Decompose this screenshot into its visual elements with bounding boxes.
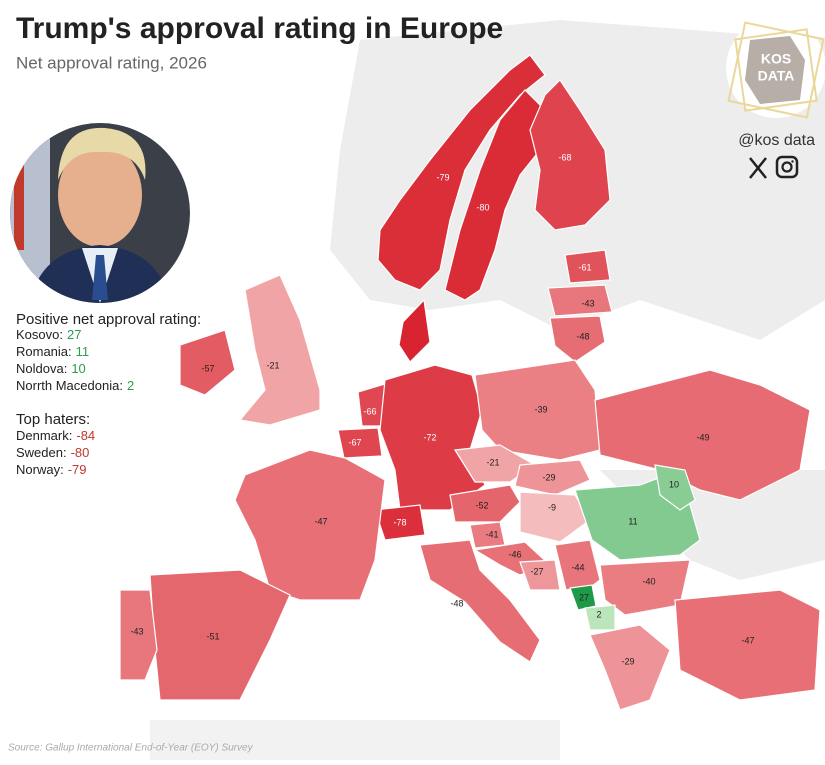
legend-item: Kosovo: 27 <box>16 327 81 342</box>
region-value: -66 <box>363 406 376 416</box>
region <box>674 589 821 701</box>
region-value: -78 <box>393 517 406 527</box>
positive-list: Kosovo: 27 Romania: 11 Noldova: 10 Norrth Mace… <box>16 327 134 393</box>
legend-value: -84 <box>76 428 95 443</box>
legend-item: Romania: 11 <box>16 344 89 359</box>
region-value: -43 <box>130 626 143 636</box>
region-value: -27 <box>530 566 543 576</box>
legend-label: Denmark: <box>16 428 72 443</box>
region-value: -48 <box>450 598 463 608</box>
region-value: 11 <box>628 516 637 526</box>
region <box>449 484 521 523</box>
legend-heading: Positive net approval rating: <box>16 311 201 328</box>
region <box>379 364 486 511</box>
legend-label: Norrth Macedonia: <box>16 378 123 393</box>
map-labels: -79 -80 -68 -61 -43 -48 -57 -21 -66 -67 -72 -39 -49 -… <box>130 152 754 666</box>
region-value: -9 <box>548 502 556 512</box>
region <box>589 624 671 711</box>
region <box>594 369 811 501</box>
region <box>529 79 611 231</box>
region <box>549 315 606 363</box>
region <box>234 449 386 601</box>
region-value: -68 <box>558 152 571 162</box>
region-value: -21 <box>486 457 499 467</box>
portrait <box>10 123 190 303</box>
region-value: -40 <box>642 576 655 586</box>
region-value: -57 <box>201 363 214 373</box>
region-value: -47 <box>314 516 327 526</box>
region <box>419 539 541 663</box>
legend-label: Romania: <box>16 344 72 359</box>
legend-heading: Top haters: <box>16 411 90 428</box>
region-value: -47 <box>741 635 754 645</box>
region-value: 27 <box>579 592 589 602</box>
title: Trump's approval rating in Europe <box>16 12 503 45</box>
region <box>564 249 611 284</box>
region-value: -72 <box>423 432 436 442</box>
logo-text: KOS <box>761 51 791 67</box>
legend-value: -79 <box>68 462 87 477</box>
region <box>547 284 613 317</box>
social-icons <box>749 155 799 179</box>
region <box>569 584 597 611</box>
legend-item: Norrth Macedonia: 2 <box>16 378 134 393</box>
region-value: -48 <box>576 331 589 341</box>
legend-item: Denmark: -84 <box>16 428 95 443</box>
region-value: -52 <box>475 500 488 510</box>
region-value: -43 <box>581 298 594 308</box>
legend-value: 10 <box>71 361 85 376</box>
region <box>519 491 591 543</box>
subtitle: Net approval rating, 2026 <box>16 53 207 72</box>
region <box>654 464 696 511</box>
logo-text: DATA <box>758 68 795 84</box>
region-value: -61 <box>578 262 591 272</box>
legend-item: Sweden: -80 <box>16 445 89 460</box>
legend-label: Sweden: <box>16 445 67 460</box>
region <box>238 274 321 426</box>
region <box>474 359 601 461</box>
haters-list: Denmark: -84 Sweden: -80 Norway: -79 <box>16 428 95 477</box>
region <box>519 559 561 591</box>
handle: @kos data <box>738 132 815 149</box>
region-value: -51 <box>206 631 219 641</box>
logo: KOS DATA <box>726 18 825 119</box>
legend-value: 2 <box>127 378 134 393</box>
region-value: -49 <box>696 432 709 442</box>
region-value: -79 <box>436 172 449 182</box>
region <box>377 54 546 291</box>
region <box>599 559 691 616</box>
legend-value: 11 <box>76 344 90 359</box>
region-value: -46 <box>508 549 521 559</box>
region-value: -29 <box>621 656 634 666</box>
legend-label: Kosovo: <box>16 327 63 342</box>
region-value: -80 <box>476 202 489 212</box>
legend-value: 27 <box>67 327 81 342</box>
region-value: -44 <box>571 562 584 572</box>
region-value: -29 <box>542 472 555 482</box>
region <box>554 539 601 591</box>
source: Source: Gallup International End-of-Year… <box>8 743 254 754</box>
region-value: -39 <box>534 404 547 414</box>
region <box>398 298 431 363</box>
land-backdrop <box>150 720 560 760</box>
region-value: -21 <box>266 360 279 370</box>
region <box>374 504 426 541</box>
region-value: -67 <box>348 437 361 447</box>
region <box>179 329 236 396</box>
region <box>149 569 291 701</box>
region <box>337 427 383 459</box>
region-value: -41 <box>485 529 498 539</box>
legend-label: Norway: <box>16 462 64 477</box>
region <box>119 589 158 681</box>
map <box>119 54 821 711</box>
region-value: 2 <box>596 609 601 619</box>
legend-item: Noldova: 10 <box>16 361 86 376</box>
region <box>514 459 591 496</box>
legend-item: Norway: -79 <box>16 462 86 477</box>
region-value: 10 <box>669 479 679 489</box>
legend-label: Noldova: <box>16 361 67 376</box>
legend-value: -80 <box>71 445 90 460</box>
